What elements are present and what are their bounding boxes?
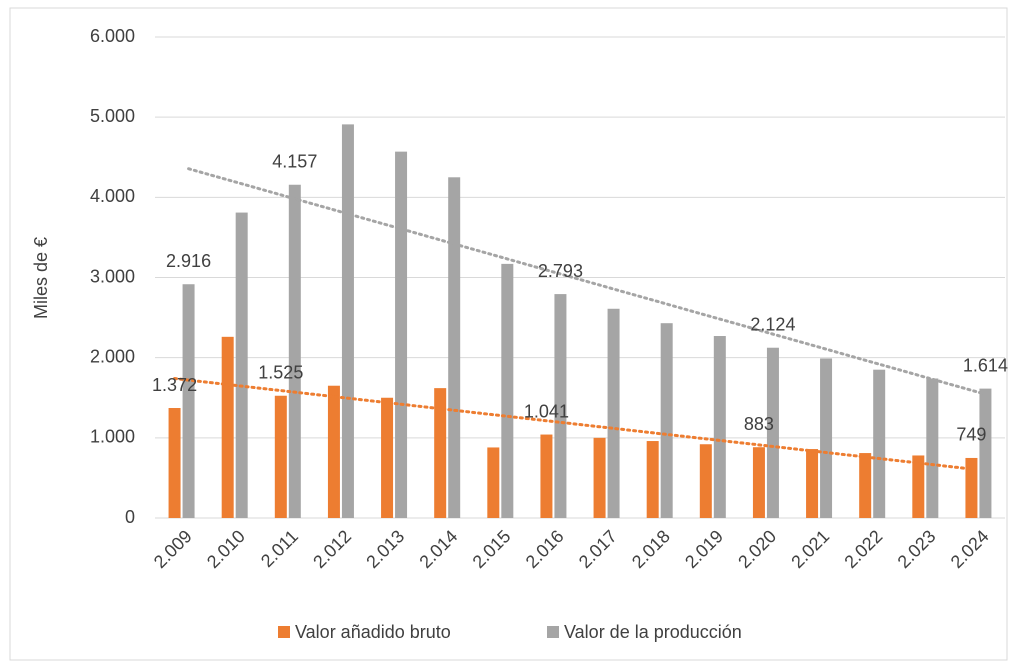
bar	[288, 184, 301, 518]
bar	[487, 447, 500, 518]
y-axis-label: Miles de €	[31, 237, 51, 319]
bar	[327, 385, 340, 518]
data-label: 1.372	[152, 375, 197, 395]
bar	[965, 457, 978, 518]
trendline	[173, 377, 973, 471]
y-tick-label: 6.000	[90, 26, 135, 46]
bar	[979, 388, 992, 518]
bar	[168, 408, 181, 518]
trendline	[187, 167, 987, 396]
bar	[912, 455, 925, 518]
bar	[873, 369, 886, 518]
bar	[235, 212, 248, 518]
y-tick-label: 3.000	[90, 266, 135, 286]
bar	[806, 449, 819, 518]
bar	[434, 388, 447, 518]
bar	[660, 323, 673, 518]
data-label: 4.157	[272, 151, 317, 171]
bar	[554, 294, 567, 518]
y-tick-label: 2.000	[90, 346, 135, 366]
y-tick-label: 0	[125, 507, 135, 527]
bar	[395, 151, 408, 518]
bar	[926, 378, 939, 518]
legend-swatch	[278, 626, 290, 638]
data-label: 749	[956, 425, 986, 445]
bar	[607, 308, 620, 518]
data-label: 1.525	[258, 362, 303, 382]
bar	[381, 397, 394, 518]
bar	[859, 453, 872, 518]
legend-label: Valor de la producción	[564, 622, 742, 642]
bar	[221, 336, 234, 518]
y-tick-label: 5.000	[90, 106, 135, 126]
bar	[713, 336, 726, 518]
bar	[540, 434, 553, 518]
bar	[593, 437, 606, 518]
bar	[501, 263, 514, 518]
bar	[820, 358, 833, 518]
y-tick-label: 4.000	[90, 186, 135, 206]
bar	[752, 447, 765, 518]
y-tick-label: 1.000	[90, 427, 135, 447]
bar	[646, 441, 659, 518]
bar	[341, 124, 354, 519]
bar	[448, 177, 461, 518]
data-label: 2.124	[750, 314, 795, 334]
data-label: 1.614	[963, 355, 1008, 375]
bar	[182, 284, 195, 518]
bar	[766, 347, 779, 518]
legend-swatch	[547, 626, 559, 638]
data-label: 1.041	[524, 401, 569, 421]
data-label: 2.793	[538, 261, 583, 281]
bar	[274, 395, 287, 518]
data-label: 2.916	[166, 251, 211, 271]
legend-label: Valor añadido bruto	[295, 622, 451, 642]
bar	[699, 444, 712, 518]
data-label: 883	[744, 414, 774, 434]
